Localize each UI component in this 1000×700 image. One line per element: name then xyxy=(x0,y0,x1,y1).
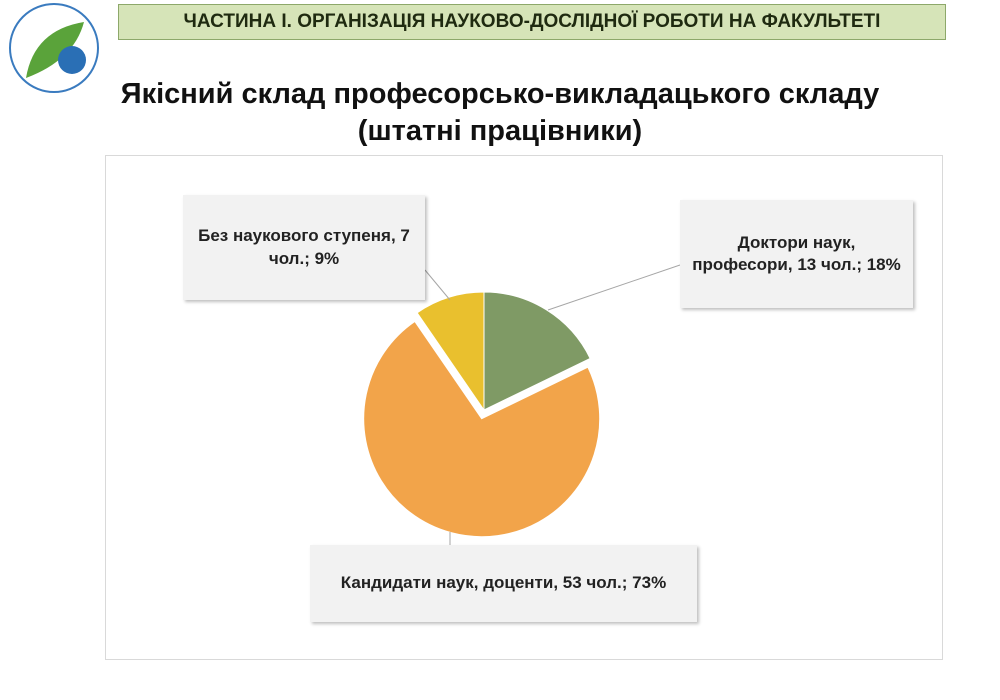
value-label: 7 чол.; 9% xyxy=(268,226,410,268)
leader-line xyxy=(424,269,451,301)
chart-title: Якісний склад професорсько-викладацького… xyxy=(120,78,880,110)
data-label: Доктори наук, професори, 13 чол.; 18% xyxy=(680,200,913,308)
value-label: 13 чол.; 18% xyxy=(797,255,901,274)
pie-slice xyxy=(483,291,591,411)
pie-slice xyxy=(416,291,485,412)
category-label: Кандидати наук, доценти, xyxy=(340,573,559,593)
header-title: ЧАСТИНА І. ОРГАНІЗАЦІЯ НАУКОВО-ДОСЛІДНОЇ… xyxy=(118,4,946,40)
data-label: Кандидати наук, доценти, 53 чол.; 73% xyxy=(310,545,697,622)
logo xyxy=(9,3,99,93)
value-label: 53 чол.; 73% xyxy=(562,573,667,593)
chart-frame xyxy=(105,155,943,660)
data-label: Без наукового ступеня, 7 чол.; 9% xyxy=(183,195,425,300)
category-label: Без наукового ступеня, xyxy=(198,226,396,246)
leader-line xyxy=(547,264,681,311)
category-label: Доктори наук, професори, xyxy=(692,232,856,274)
pie-slice xyxy=(363,320,601,538)
chart-title: (штатні працівники) xyxy=(357,115,643,147)
